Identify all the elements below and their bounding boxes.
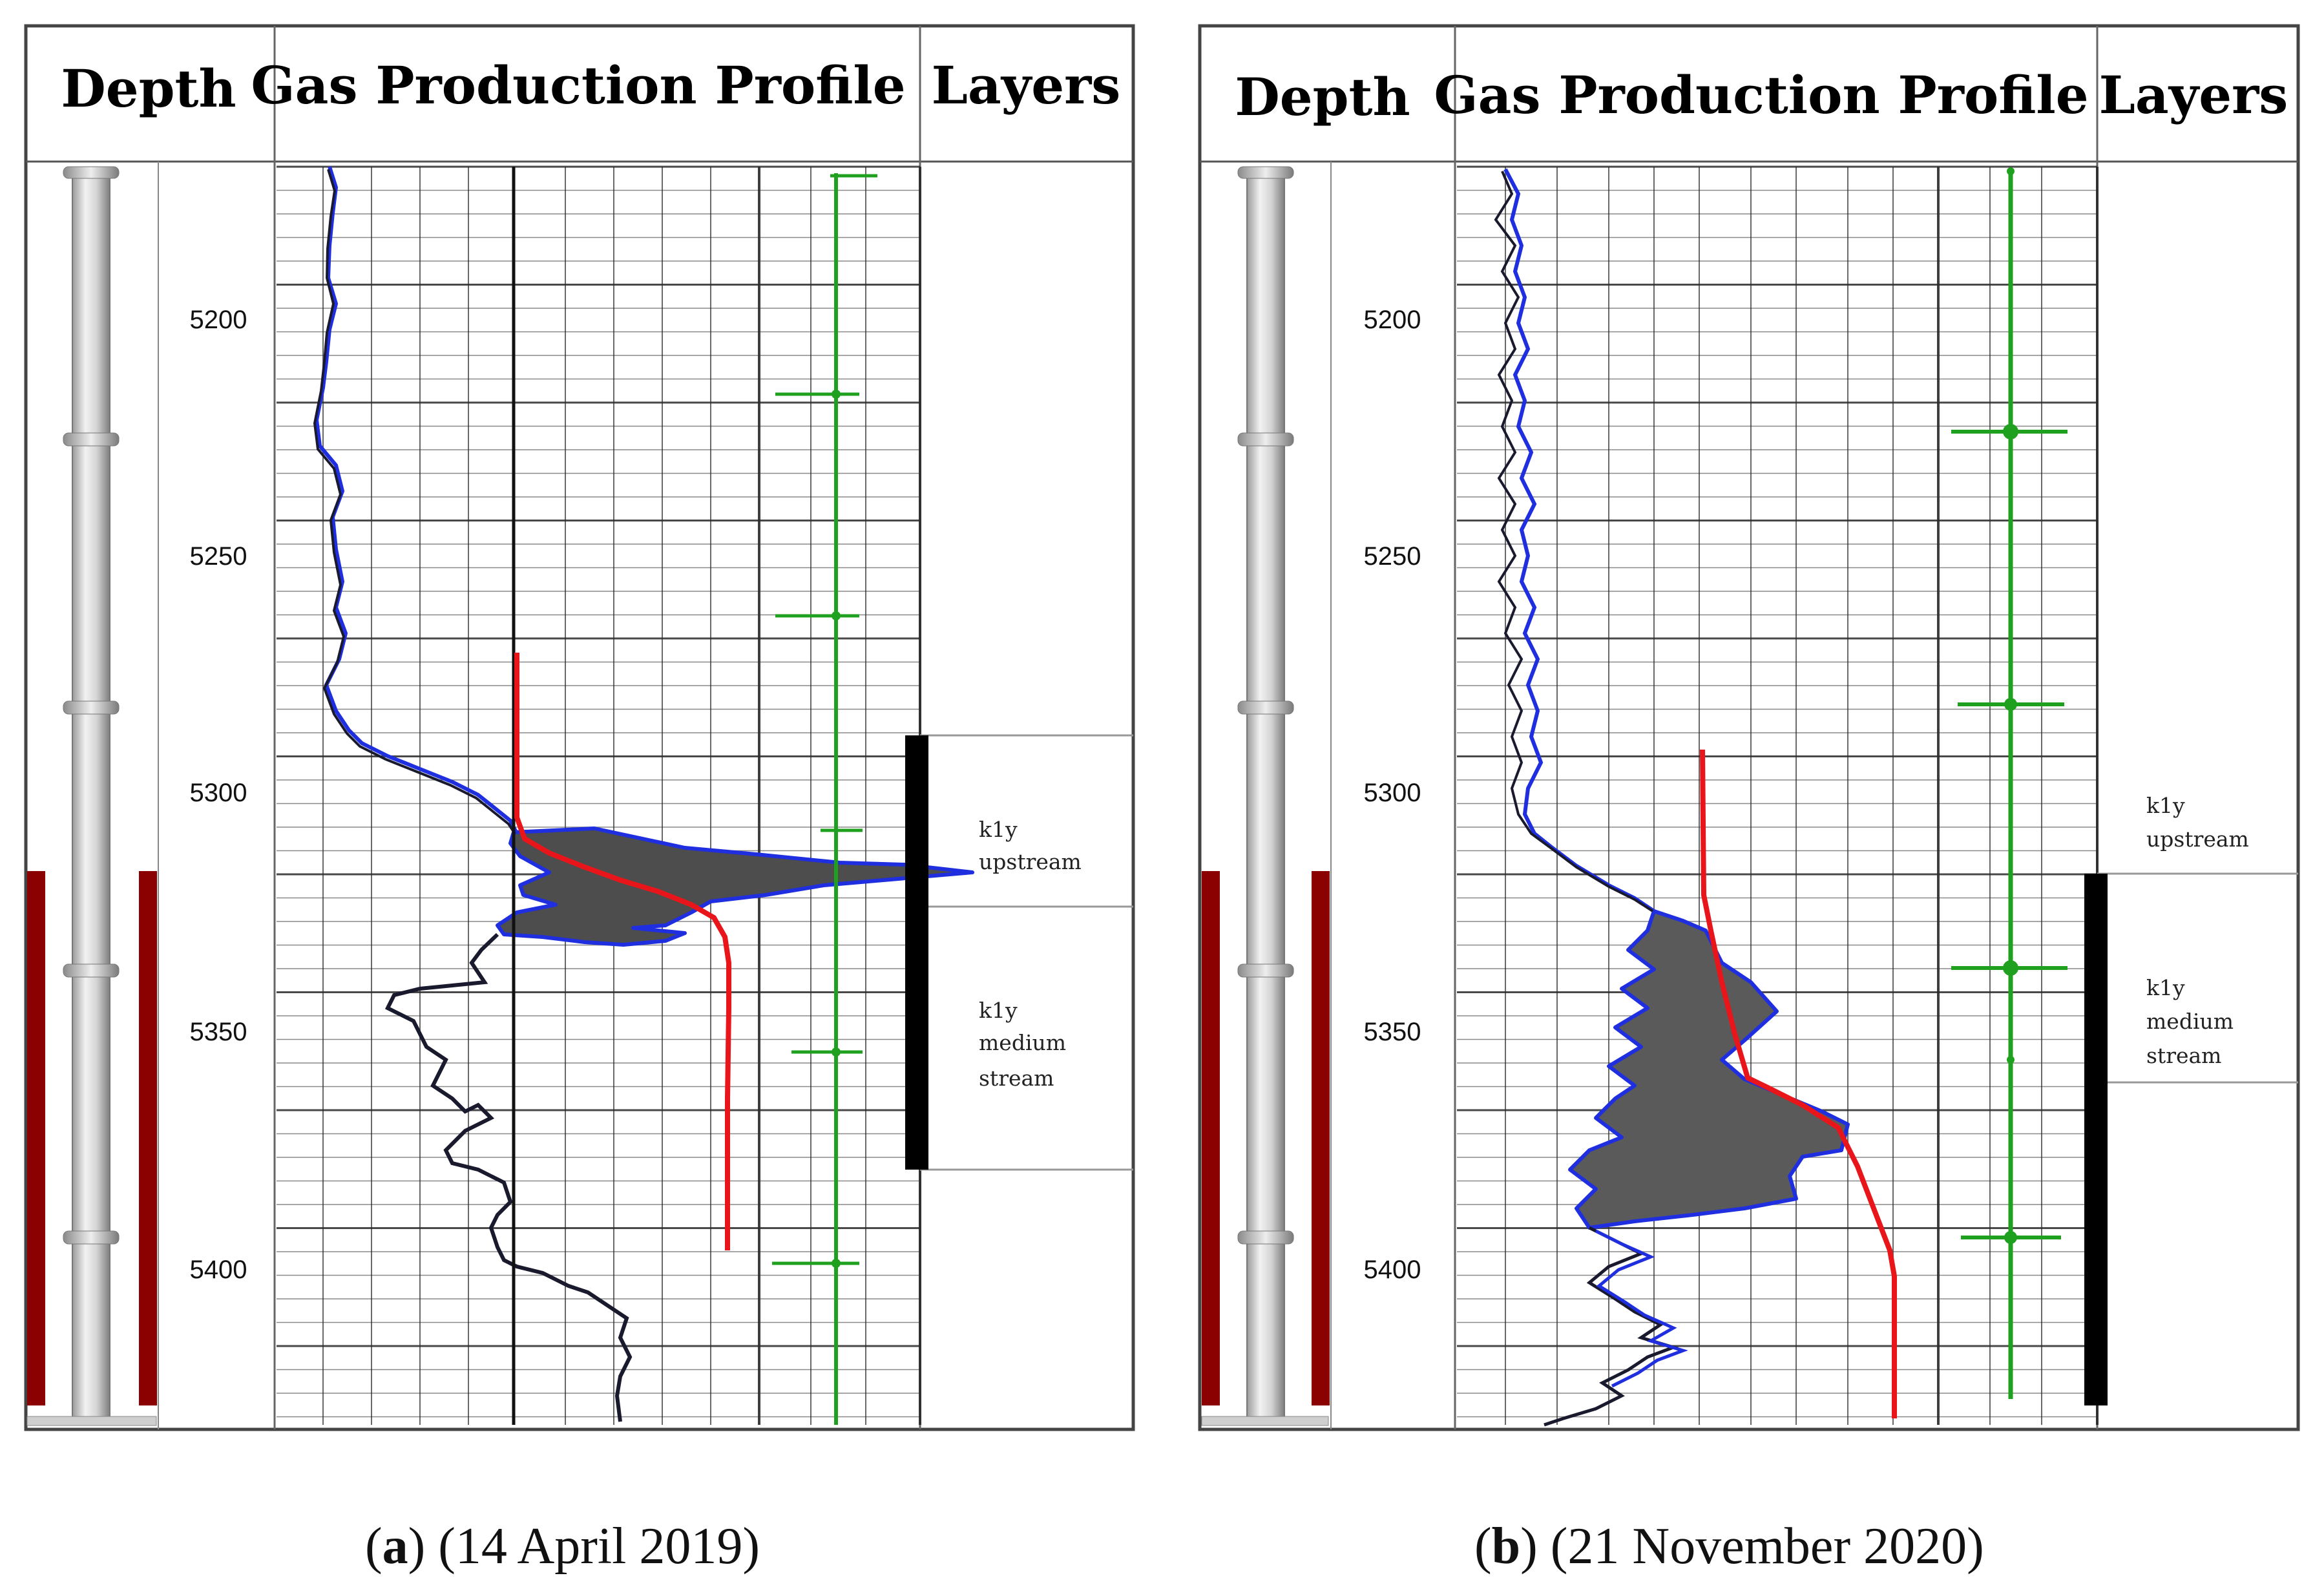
pipe-collar bbox=[63, 166, 120, 179]
panel-date: (14 April 2019) bbox=[438, 1518, 760, 1575]
panel-a-profile-header: Gas Production Profile bbox=[251, 55, 905, 116]
layer-name: k1y bbox=[2146, 793, 2185, 818]
depth-tick-label: 5350 bbox=[1364, 1018, 1421, 1046]
panel-letter: a bbox=[382, 1518, 408, 1575]
panel-a-layer-bar bbox=[905, 735, 928, 1170]
pipe-collar bbox=[1237, 700, 1294, 715]
panel-b-production-fill bbox=[1568, 909, 1850, 1230]
panel-b-depth-ticks: 5200 5250 5300 5350 5400 bbox=[1364, 306, 1421, 1284]
panel-a-gamma-curve-black bbox=[313, 169, 516, 835]
panel-a-production-fill bbox=[496, 826, 974, 947]
panel-a-cumulative-curve bbox=[514, 653, 731, 1250]
panel-b-caption: (b) (21 November 2020) bbox=[1474, 1518, 1984, 1575]
depth-tick-label: 5250 bbox=[1364, 542, 1421, 571]
depth-tick-label: 5300 bbox=[1364, 779, 1421, 807]
depth-tick-label: 5400 bbox=[190, 1256, 247, 1284]
panel-a-caption: (a) (14 April 2019) bbox=[365, 1518, 760, 1575]
pipe-collar bbox=[1237, 432, 1294, 447]
panel-a-gamma-curve-blue bbox=[314, 166, 519, 835]
pipe-collar bbox=[63, 1230, 120, 1245]
panel-a-track-grid bbox=[277, 165, 921, 1425]
panel-a-layers: k1y upstream k1y medium stream bbox=[905, 734, 1133, 1171]
layer-name: k1y bbox=[979, 817, 1018, 842]
panel-b-cumulative-curve bbox=[1700, 749, 1897, 1418]
panel-b-layers-header: Layers bbox=[2099, 65, 2288, 125]
pipe-collar bbox=[1237, 166, 1294, 179]
layer-sub: upstream bbox=[2146, 826, 2249, 852]
perforation-right-bar bbox=[1312, 871, 1330, 1405]
layer-sub: stream bbox=[979, 1066, 1054, 1091]
panel-b-gamma-curve-black bbox=[1494, 171, 1654, 912]
layer-name: k1y bbox=[2146, 975, 2185, 1000]
panel-a-well-schematic bbox=[26, 166, 157, 1426]
panel-b-green-track bbox=[1951, 167, 2068, 1399]
panel-b-gamma-curve-lower bbox=[1544, 1226, 1679, 1427]
panel-a: Depth Gas Production Profile Layers 5200… bbox=[24, 24, 1135, 1431]
panel-a-gamma-curve-lower bbox=[384, 932, 633, 1422]
pipe-collar bbox=[63, 700, 120, 715]
panel-b-profile-header: Gas Production Profile bbox=[1434, 65, 2088, 125]
depth-tick-label: 5200 bbox=[1364, 306, 1421, 334]
panel-date: (21 November 2020) bbox=[1550, 1518, 1984, 1575]
layer-sub: stream bbox=[2146, 1043, 2221, 1068]
layer-sub: upstream bbox=[979, 849, 1082, 874]
pipe-collar bbox=[63, 432, 120, 447]
layer-name: k1y bbox=[979, 998, 1018, 1023]
panel-b-frame bbox=[1198, 24, 2300, 1431]
perforation-right-bar bbox=[139, 871, 157, 1405]
depth-tick-label: 5250 bbox=[190, 542, 247, 571]
panel-b-depth-header: Depth bbox=[1235, 67, 1410, 127]
pipe-base bbox=[1201, 1416, 1329, 1426]
depth-tick-label: 5300 bbox=[190, 779, 247, 807]
panel-b-layers: k1y upstream k1y medium stream bbox=[2084, 793, 2298, 1405]
panel-a-depth-ticks: 5200 5250 5300 5350 5400 bbox=[190, 306, 247, 1284]
panel-a-layers-header: Layers bbox=[932, 55, 1121, 116]
perforation-left-bar bbox=[1202, 871, 1220, 1405]
depth-tick-label: 5350 bbox=[190, 1018, 247, 1046]
pipe-collar bbox=[1237, 1230, 1294, 1245]
panel-b-well-schematic bbox=[1201, 166, 1330, 1426]
depth-tick-label: 5200 bbox=[190, 306, 247, 334]
panel-a-depth-header: Depth bbox=[61, 58, 236, 119]
layer-sub: medium bbox=[979, 1030, 1066, 1055]
pipe-collar bbox=[63, 963, 120, 978]
panel-a-frame bbox=[24, 24, 1135, 1431]
panel-b: Depth Gas Production Profile Layers 5200… bbox=[1198, 24, 2300, 1431]
panel-a-green-track bbox=[772, 173, 877, 1425]
perforation-left-bar bbox=[27, 871, 45, 1405]
pipe-base bbox=[26, 1416, 157, 1426]
panel-b-gamma-curve-blue bbox=[1503, 168, 1655, 913]
pipe-collar bbox=[1237, 963, 1294, 978]
depth-tick-label: 5400 bbox=[1364, 1256, 1421, 1284]
panel-b-gamma-curve-lower-blue bbox=[1595, 1229, 1688, 1388]
panel-b-layer-bar bbox=[2084, 874, 2108, 1405]
panel-letter: b bbox=[1491, 1518, 1521, 1575]
layer-sub: medium bbox=[2146, 1009, 2234, 1034]
